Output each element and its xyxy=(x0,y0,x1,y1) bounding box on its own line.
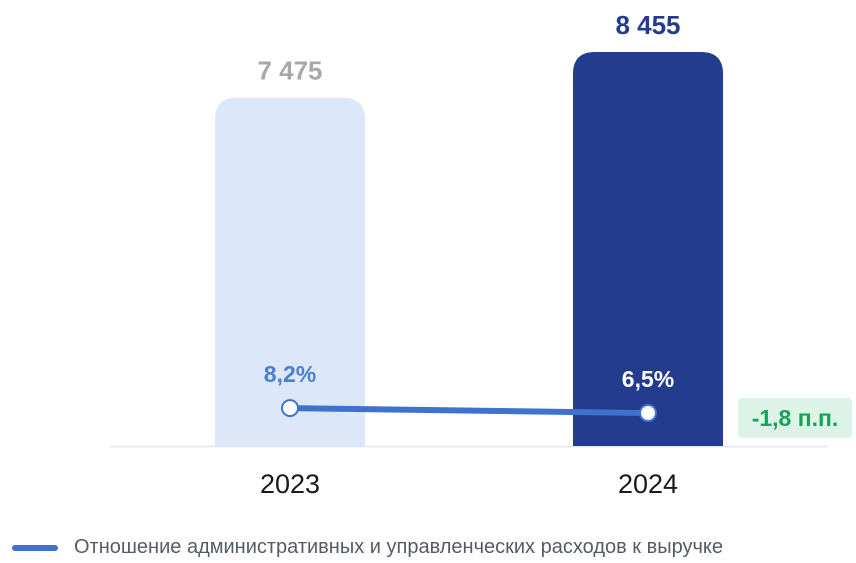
x-tick-label-2023: 2023 xyxy=(260,469,320,499)
legend: Отношение административных и управленчес… xyxy=(12,536,723,559)
line-point-2024 xyxy=(639,404,657,422)
line-value-label-2023: 8,2% xyxy=(264,361,316,387)
bar-2023 xyxy=(215,97,365,446)
change-badge xyxy=(738,398,852,438)
bar-value-label-2023: 7 475 xyxy=(257,56,322,86)
chart-canvas: 7 475 8 455 8,2% 6,5% -1,8 п.п. 2023 2024 xyxy=(110,10,852,499)
legend-line-swatch xyxy=(12,544,58,551)
bar-value-label-2024: 8 455 xyxy=(615,10,680,40)
line-value-label-2024: 6,5% xyxy=(622,366,674,392)
x-tick-label-2024: 2024 xyxy=(618,469,678,499)
line-point-2023 xyxy=(281,399,299,418)
change-badge-label: -1,8 п.п. xyxy=(752,405,839,431)
legend-label: Отношение административных и управленчес… xyxy=(74,536,724,558)
bar-2024 xyxy=(573,52,723,446)
line-series xyxy=(287,405,651,416)
